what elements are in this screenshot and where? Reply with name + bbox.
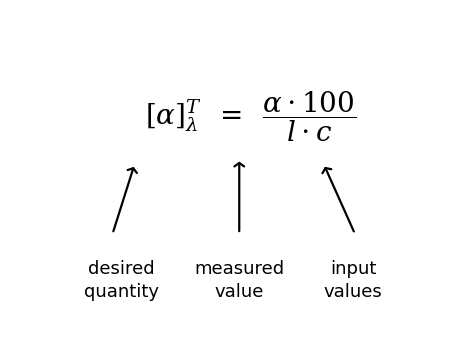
- Text: $\left[\alpha\right]_{\lambda}^{T} \;\;=\;\; \dfrac{\alpha \cdot 100}{l \cdot c}: $\left[\alpha\right]_{\lambda}^{T} \;\;=…: [145, 89, 356, 144]
- Text: measured
value: measured value: [194, 260, 284, 301]
- Text: input
values: input values: [324, 260, 383, 301]
- Text: desired
quantity: desired quantity: [84, 260, 159, 301]
